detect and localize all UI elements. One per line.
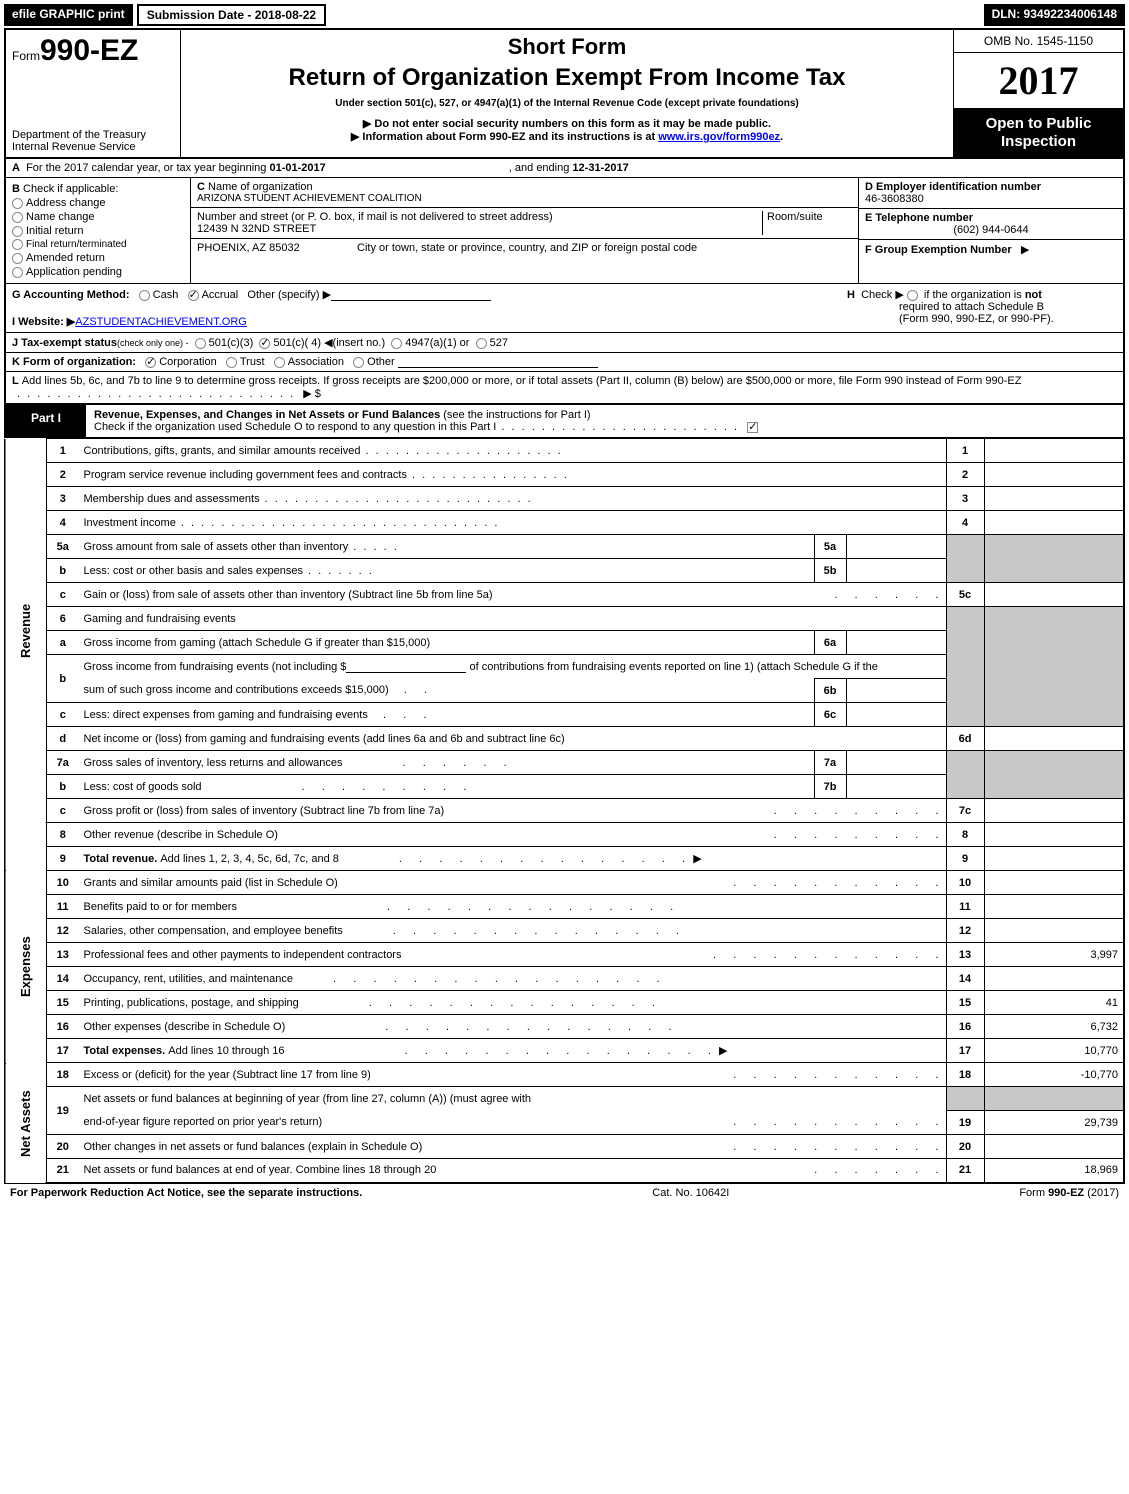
row-k-form-org: K Form of organization: Corporation Trus… xyxy=(4,353,1125,372)
tax-year: 2017 xyxy=(954,53,1123,109)
row-g-h-i: G Accounting Method: Cash Accrual Other … xyxy=(4,284,1125,333)
efile-badge: efile GRAPHIC print xyxy=(4,4,133,26)
part-1-header: Part I Revenue, Expenses, and Changes in… xyxy=(4,405,1125,438)
instructions-link[interactable]: www.irs.gov/form990ez xyxy=(658,131,780,143)
line-17-value: 10,770 xyxy=(984,1039,1124,1063)
ein-value: 46-3608380 xyxy=(865,193,1117,205)
row-l-gross-receipts: L Add lines 5b, 6c, and 7b to line 9 to … xyxy=(4,372,1125,405)
check-other[interactable] xyxy=(353,357,364,368)
room-suite-label: Room/suite xyxy=(762,211,852,235)
line-21-value: 18,969 xyxy=(984,1159,1124,1183)
telephone-value: (602) 944-0644 xyxy=(865,224,1117,236)
row-a-tax-year: A For the 2017 calendar year, or tax yea… xyxy=(4,159,1125,178)
netassets-section-label: Net Assets xyxy=(5,1063,47,1183)
department-info: Department of the Treasury Internal Reve… xyxy=(12,129,174,153)
check-final-return[interactable] xyxy=(12,239,23,250)
line-15-value: 41 xyxy=(984,991,1124,1015)
org-name: ARIZONA STUDENT ACHIEVEMENT COALITION xyxy=(197,193,852,204)
check-name-change[interactable] xyxy=(12,212,23,223)
revenue-section-label: Revenue xyxy=(5,439,47,823)
form-header: Form990-EZ Department of the Treasury In… xyxy=(4,28,1125,159)
check-cash[interactable] xyxy=(139,290,150,301)
check-501c4[interactable] xyxy=(259,338,270,349)
check-association[interactable] xyxy=(274,357,285,368)
check-initial-return[interactable] xyxy=(12,226,23,237)
line-19-value: 29,739 xyxy=(984,1111,1124,1135)
check-address-change[interactable] xyxy=(12,198,23,209)
top-bar: efile GRAPHIC print Submission Date - 20… xyxy=(4,4,1125,26)
check-corporation[interactable] xyxy=(145,357,156,368)
org-city: PHOENIX, AZ 85032 xyxy=(197,242,337,254)
website-link[interactable]: AZSTUDENTACHIEVEMENT.ORG xyxy=(75,316,247,328)
check-501c3[interactable] xyxy=(195,338,206,349)
org-street: 12439 N 32ND STREET xyxy=(197,223,762,235)
main-title: Return of Organization Exempt From Incom… xyxy=(189,64,945,92)
footer-form-ref: Form 990-EZ (2017) xyxy=(1019,1187,1119,1199)
check-accrual[interactable] xyxy=(188,290,199,301)
row-j-tax-exempt: J Tax-exempt status(check only one) - 50… xyxy=(4,333,1125,353)
footer-left: For Paperwork Reduction Act Notice, see … xyxy=(10,1187,362,1199)
check-trust[interactable] xyxy=(226,357,237,368)
subtitle: Under section 501(c), 527, or 4947(a)(1)… xyxy=(189,98,945,109)
check-schedule-o[interactable] xyxy=(747,422,758,433)
footer-cat-no: Cat. No. 10642I xyxy=(652,1187,729,1199)
short-form-title: Short Form xyxy=(189,34,945,60)
check-4947[interactable] xyxy=(391,338,402,349)
dln-badge: DLN: 93492234006148 xyxy=(984,4,1125,26)
instruction-2: ▶ Information about Form 990-EZ and its … xyxy=(189,130,945,143)
row-b-container: B Check if applicable: Address change Na… xyxy=(4,178,1125,284)
part-1-table: Revenue 1Contributions, gifts, grants, a… xyxy=(4,438,1125,1184)
form-number: Form990-EZ xyxy=(12,34,174,68)
instruction-1: ▶ Do not enter social security numbers o… xyxy=(189,117,945,130)
check-application-pending[interactable] xyxy=(12,267,23,278)
omb-number: OMB No. 1545-1150 xyxy=(954,30,1123,53)
page-footer: For Paperwork Reduction Act Notice, see … xyxy=(4,1184,1125,1202)
check-amended-return[interactable] xyxy=(12,253,23,264)
line-13-value: 3,997 xyxy=(984,943,1124,967)
check-527[interactable] xyxy=(476,338,487,349)
line-18-value: -10,770 xyxy=(984,1063,1124,1087)
open-to-public: Open to Public Inspection xyxy=(954,109,1123,157)
line-16-value: 6,732 xyxy=(984,1015,1124,1039)
expenses-section-label: Expenses xyxy=(5,871,47,1063)
check-h[interactable] xyxy=(907,290,918,301)
submission-date: Submission Date - 2018-08-22 xyxy=(137,4,326,26)
